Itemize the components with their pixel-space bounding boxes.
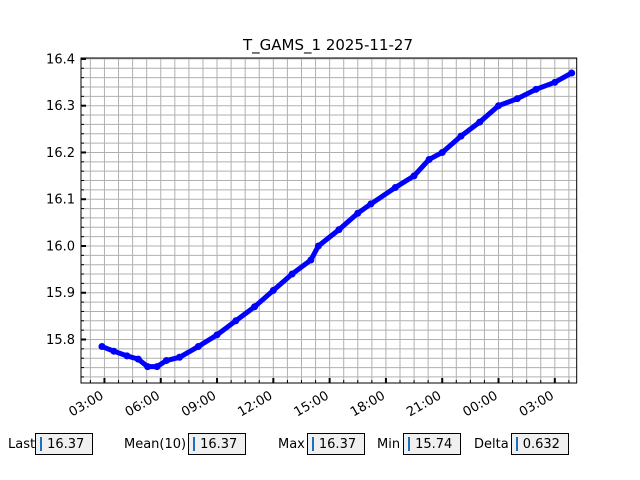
stat-max-label: Max xyxy=(278,436,305,452)
stat-max-field[interactable]: 16.37 xyxy=(306,433,365,455)
stat-min: Min 15.74 xyxy=(377,432,462,456)
data-point xyxy=(410,172,418,180)
x-tick-label: 03:00 xyxy=(517,388,557,420)
y-tick-label: 16.1 xyxy=(46,193,75,208)
data-point xyxy=(251,303,259,311)
data-point xyxy=(314,242,322,250)
series xyxy=(98,69,576,371)
stat-mean-label: Mean(10) xyxy=(124,436,187,452)
stat-min-label: Min xyxy=(377,436,401,452)
text-cursor xyxy=(408,437,411,451)
data-point xyxy=(568,69,576,77)
stat-last: Last 16.37 xyxy=(8,432,94,456)
y-tick-label: 16.2 xyxy=(46,146,75,161)
stat-max: Max 16.37 xyxy=(278,432,365,456)
x-tick-label: 12:00 xyxy=(235,388,275,420)
y-tick-label: 16.3 xyxy=(46,99,75,114)
x-tick-label: 09:00 xyxy=(179,388,219,420)
data-point xyxy=(288,270,296,278)
stat-last-field[interactable]: 16.37 xyxy=(35,433,94,455)
data-point xyxy=(232,317,240,325)
x-tick-label: 18:00 xyxy=(348,388,388,420)
data-point xyxy=(162,357,170,365)
data-point xyxy=(98,343,106,351)
data-point xyxy=(176,353,184,361)
data-point xyxy=(476,118,484,126)
stat-last-value: 16.37 xyxy=(47,436,85,452)
data-point xyxy=(213,331,221,339)
stat-last-label: Last xyxy=(8,436,36,452)
text-cursor xyxy=(515,437,518,451)
data-point xyxy=(513,95,521,103)
data-point xyxy=(495,102,503,110)
data-point xyxy=(438,148,446,156)
data-point xyxy=(367,200,375,208)
data-point xyxy=(153,363,161,371)
stat-mean-value: 16.37 xyxy=(200,436,238,452)
stat-mean-field[interactable]: 16.37 xyxy=(188,433,247,455)
data-point xyxy=(457,132,465,140)
stat-delta-label: Delta xyxy=(474,436,509,452)
data-point xyxy=(551,78,559,86)
data-point xyxy=(391,184,399,192)
data-point xyxy=(134,355,142,363)
plot-frame xyxy=(80,57,578,384)
y-tick-label: 15.8 xyxy=(46,333,75,348)
data-point xyxy=(335,226,343,234)
data-point xyxy=(123,352,131,360)
data-point xyxy=(194,343,202,351)
stat-delta-field[interactable]: 0.632 xyxy=(510,433,569,455)
x-tick-label: 06:00 xyxy=(123,388,163,420)
grid xyxy=(81,58,577,383)
series-line xyxy=(99,70,575,370)
stat-min-value: 15.74 xyxy=(415,436,453,452)
data-point xyxy=(144,363,152,371)
stat-delta: Delta 0.632 xyxy=(474,432,569,456)
y-tick-label: 15.9 xyxy=(46,286,75,301)
x-tick-label: 21:00 xyxy=(404,388,444,420)
x-tick-label: 00:00 xyxy=(461,388,501,420)
x-tick-label: 15:00 xyxy=(292,388,332,420)
text-cursor xyxy=(193,437,196,451)
stat-delta-value: 0.632 xyxy=(522,436,560,452)
data-point xyxy=(110,347,118,355)
data-point xyxy=(354,209,362,217)
stat-max-value: 16.37 xyxy=(318,436,357,452)
stat-mean: Mean(10) 16.37 xyxy=(124,432,247,456)
y-tick-label: 16.0 xyxy=(46,239,75,254)
stat-min-field[interactable]: 15.74 xyxy=(403,433,462,455)
text-cursor xyxy=(40,437,43,451)
x-tick-label: 03:00 xyxy=(67,388,107,420)
line-chart: 15.8 15.9 16.0 16.1 16.2 16.3 16.4 03:00 06:00 09… xyxy=(46,36,578,420)
chart-title: T_GAMS_1 2025-11-27 xyxy=(242,36,413,55)
data-point xyxy=(307,256,315,264)
data-point xyxy=(425,155,433,163)
text-cursor xyxy=(311,437,314,451)
data-point xyxy=(269,286,277,294)
data-point xyxy=(532,85,540,93)
y-tick-label: 16.4 xyxy=(46,52,75,67)
